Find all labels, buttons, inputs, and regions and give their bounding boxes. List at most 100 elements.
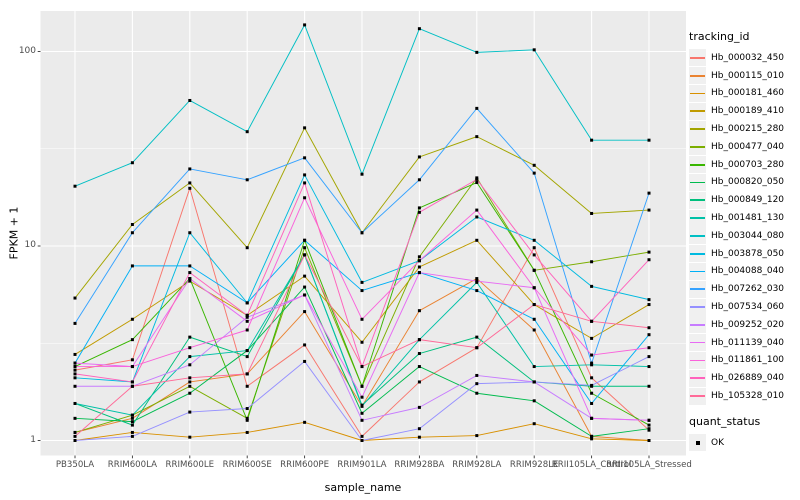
legend-key-swatch (689, 138, 706, 156)
data-point (245, 328, 249, 332)
data-point (647, 258, 651, 262)
data-point (590, 401, 594, 405)
series-color-line-icon (690, 288, 705, 291)
data-point (73, 365, 77, 369)
data-point (475, 50, 479, 54)
data-point (647, 326, 651, 330)
series-color-line-icon (690, 306, 705, 308)
data-point (303, 126, 307, 130)
y-axis-title: FPKM + 1 (7, 206, 21, 260)
data-point (590, 353, 594, 357)
series-color-line-icon (690, 128, 705, 130)
series-color-line-icon (690, 146, 705, 148)
data-point (73, 352, 77, 356)
legend-item: Hb_000032_450 (689, 49, 800, 67)
x-tick-label: RRIM928BA (394, 460, 445, 470)
data-point (130, 264, 134, 268)
legend-quant-status: quant_status OK (689, 415, 800, 452)
legend-items: Hb_000032_450 Hb_000115_010 Hb_000181_460 H… (689, 49, 800, 405)
data-point (303, 156, 307, 160)
data-point (475, 434, 479, 438)
data-point (475, 382, 479, 386)
x-tick-label: RRII105LA_Control (551, 460, 632, 470)
legend-key-swatch (689, 156, 706, 174)
data-point (475, 106, 479, 110)
data-point (360, 231, 364, 235)
data-point (130, 423, 134, 427)
data-point (360, 172, 364, 176)
y-tick-label: 1 (30, 434, 36, 445)
data-point (130, 338, 134, 342)
data-point (590, 363, 594, 367)
legend-item: Hb_000189_410 (689, 102, 800, 120)
data-point (73, 184, 77, 188)
legend-label: Hb_007262_030 (711, 284, 785, 295)
data-point (188, 435, 192, 439)
data-point (417, 255, 421, 259)
data-point (360, 365, 364, 369)
data-point (360, 439, 364, 442)
legend-key-swatch (689, 102, 706, 120)
series-color-line-icon (690, 92, 705, 95)
data-point (532, 238, 536, 242)
data-point (130, 161, 134, 165)
data-point (360, 317, 364, 321)
data-point (130, 231, 134, 235)
data-point (245, 384, 249, 388)
data-point (130, 365, 134, 369)
data-point (188, 363, 192, 367)
legend-item: Hb_000849_120 (689, 191, 800, 209)
legend-item: Hb_007534_060 (689, 298, 800, 316)
data-point (245, 372, 249, 376)
legend-item: Hb_000477_040 (689, 138, 800, 156)
data-point (647, 333, 651, 337)
data-point (647, 138, 651, 142)
legend-key-swatch (689, 49, 706, 67)
data-point (188, 279, 192, 283)
legend-item: Hb_000181_460 (689, 84, 800, 103)
data-point (417, 352, 421, 356)
data-point (360, 404, 364, 408)
data-point (130, 434, 134, 438)
data-point (360, 418, 364, 422)
legend-item: Hb_004088_040 (689, 262, 800, 281)
data-point (73, 430, 77, 434)
data-point (245, 130, 249, 134)
data-point (532, 286, 536, 290)
legend-key-swatch (689, 245, 706, 263)
data-point (532, 163, 536, 167)
legend-label: Hb_000703_280 (711, 159, 785, 170)
data-point (245, 178, 249, 182)
legend-item: Hb_001481_130 (689, 209, 800, 227)
data-point (417, 259, 421, 263)
x-tick-label: RRIM928LA (452, 460, 502, 470)
series-color-line-icon (690, 235, 705, 237)
data-point (303, 181, 307, 185)
data-point (647, 208, 651, 212)
data-point (360, 280, 364, 284)
x-tick-label: RRIM600LA (107, 460, 157, 470)
data-point (188, 167, 192, 171)
data-point (532, 380, 536, 384)
data-point (245, 349, 249, 353)
data-point (590, 138, 594, 142)
data-point (647, 250, 651, 254)
legend-label: Hb_009252_020 (711, 319, 785, 330)
data-point (245, 313, 249, 317)
black-square-icon (695, 440, 700, 445)
data-point (245, 315, 249, 319)
data-point (475, 373, 479, 377)
series-color-line-icon (690, 395, 705, 397)
legend-item: Hb_000820_050 (689, 173, 800, 192)
data-point (647, 346, 651, 350)
legend-key-swatch (689, 262, 706, 280)
data-point (417, 265, 421, 269)
data-point (245, 355, 249, 359)
data-point (417, 309, 421, 313)
data-point (73, 416, 77, 420)
data-point (130, 317, 134, 321)
data-point (73, 376, 77, 380)
data-point (417, 210, 421, 214)
data-point (590, 434, 594, 438)
